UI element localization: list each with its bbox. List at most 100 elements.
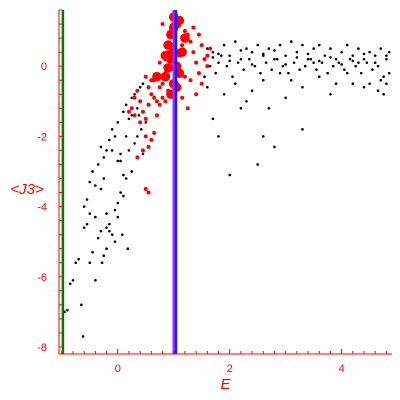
data-point <box>71 278 75 282</box>
data-point <box>94 184 97 187</box>
data-point <box>146 102 151 107</box>
axes-layer <box>58 10 392 355</box>
x-tick-label: 2 <box>227 363 233 375</box>
data-point <box>228 54 231 57</box>
data-point <box>140 148 145 153</box>
data-point <box>385 82 388 86</box>
data-point <box>368 82 371 86</box>
data-point <box>233 82 237 86</box>
data-point <box>199 81 204 86</box>
x-tick-label: 4 <box>339 363 345 375</box>
data-point <box>124 177 128 180</box>
data-point <box>141 152 145 156</box>
data-point <box>185 106 190 111</box>
data-point <box>91 170 94 173</box>
data-point <box>217 135 220 138</box>
data-point <box>289 40 293 43</box>
data-point <box>323 54 327 57</box>
data-point <box>113 208 117 212</box>
data-point <box>138 120 143 125</box>
data-point <box>284 54 287 57</box>
data-point <box>222 92 226 96</box>
data-point <box>357 61 360 64</box>
data-point <box>146 85 151 90</box>
data-point <box>113 135 117 138</box>
y-tick-label: -2 <box>37 131 47 143</box>
data-point <box>267 106 271 110</box>
data-point <box>94 215 97 219</box>
data-point <box>163 99 168 104</box>
data-point <box>105 212 108 215</box>
data-point <box>373 61 377 64</box>
data-point <box>96 236 100 240</box>
data-point <box>182 74 187 79</box>
data-point <box>160 71 171 82</box>
data-point <box>348 57 352 61</box>
data-point <box>88 212 92 215</box>
data-point <box>130 114 134 117</box>
data-point <box>120 233 124 236</box>
data-point <box>119 191 122 194</box>
data-point <box>362 85 366 89</box>
data-point <box>217 52 220 56</box>
data-point <box>242 68 245 71</box>
data-point <box>77 257 80 261</box>
data-point <box>309 57 313 61</box>
data-point <box>337 61 341 64</box>
data-point <box>278 71 282 75</box>
data-point <box>116 159 120 163</box>
data-point <box>194 60 199 65</box>
data-point <box>379 47 383 50</box>
data-point <box>284 96 287 100</box>
data-point <box>343 68 346 71</box>
data-point <box>331 64 335 68</box>
data-point <box>289 78 293 82</box>
data-point <box>143 74 148 79</box>
data-point <box>82 226 86 229</box>
data-point <box>206 47 209 50</box>
x-axis-label: E <box>220 376 231 393</box>
data-point <box>217 61 220 64</box>
data-point <box>379 78 383 82</box>
data-point <box>136 106 139 110</box>
data-point <box>130 170 134 173</box>
data-point <box>326 71 329 75</box>
data-point <box>152 95 157 100</box>
data-point <box>261 135 265 138</box>
data-point <box>160 22 165 27</box>
data-point <box>334 82 338 86</box>
data-point <box>140 109 145 114</box>
data-point <box>136 135 139 138</box>
data-point <box>306 57 310 61</box>
data-point <box>141 82 145 86</box>
data-point <box>127 149 131 152</box>
data-point <box>132 113 137 118</box>
data-point <box>208 64 212 68</box>
data-point <box>154 99 159 104</box>
data-point <box>340 50 343 54</box>
data-point <box>138 99 143 104</box>
data-point <box>133 92 136 96</box>
data-point <box>329 47 332 50</box>
data-point <box>205 53 210 58</box>
data-point <box>149 137 154 142</box>
data-point <box>160 50 171 61</box>
data-point <box>163 40 173 50</box>
data-point <box>99 145 103 149</box>
data-point <box>208 46 213 51</box>
data-point <box>317 59 321 63</box>
data-point <box>124 103 128 107</box>
data-point <box>340 63 343 66</box>
data-point <box>301 43 304 47</box>
data-point <box>160 81 165 86</box>
data-point <box>135 155 140 160</box>
data-point <box>180 33 190 43</box>
data-point <box>211 50 215 54</box>
data-point <box>365 61 369 64</box>
data-point <box>247 57 251 61</box>
data-point <box>85 222 89 226</box>
data-point <box>88 180 92 184</box>
data-point <box>292 61 296 64</box>
x-tick-label: 0 <box>115 363 121 375</box>
data-point <box>188 39 193 44</box>
